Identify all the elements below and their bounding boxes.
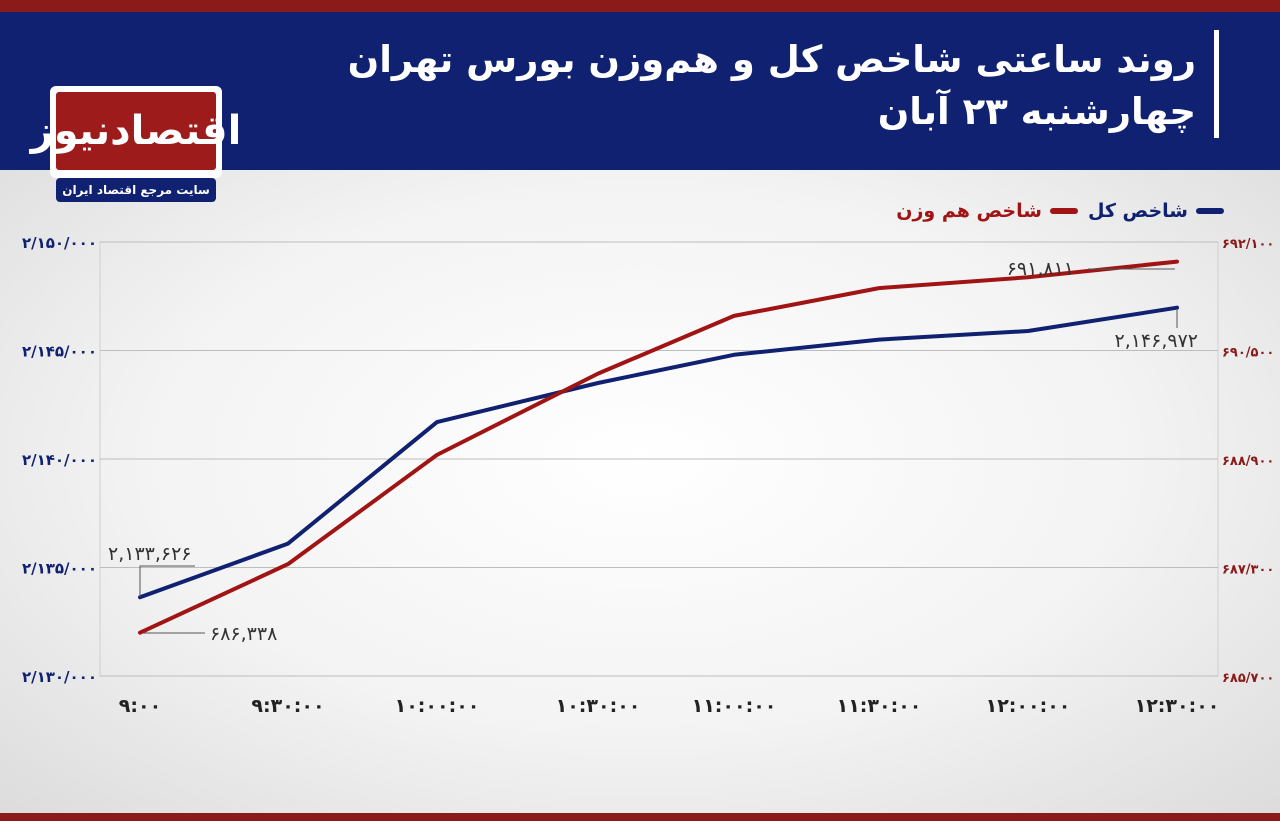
data-label: ۶۹۱,۸۱۱ <box>1007 258 1074 280</box>
annotation-leader <box>139 565 195 597</box>
y-right-tick-label: ۶۸۸/۹۰۰ <box>1222 454 1274 469</box>
legend-label-total: شاخص کل <box>1087 200 1188 222</box>
y-right-tick-label: ۶۸۵/۷۰۰ <box>1222 671 1274 686</box>
series-line-equal-weight <box>138 259 1179 635</box>
y-right-tick-label: ۶۹۰/۵۰۰ <box>1222 346 1274 361</box>
data-label: ۲,۱۳۳,۶۲۶ <box>108 543 192 565</box>
y-left-tick-label: ۲/۱۴۰/۰۰۰ <box>22 451 97 469</box>
x-tick-label: ۱۱:۳۰:۰۰ <box>837 695 922 717</box>
x-tick-label: ۱۰:۰۰:۰۰ <box>395 695 480 717</box>
title-divider <box>1214 30 1219 138</box>
x-tick-label: ۱۰:۳۰:۰۰ <box>556 695 641 717</box>
y-left-tick-label: ۲/۱۳۵/۰۰۰ <box>22 560 97 578</box>
page-title: روند ساعتی شاخص کل و هم‌وزن بورس تهران چ… <box>296 34 1196 138</box>
y-right-tick-label: ۶۹۲/۱۰۰ <box>1222 237 1274 252</box>
y-right-tick-label: ۶۸۷/۳۰۰ <box>1222 563 1274 578</box>
title-line-1: روند ساعتی شاخص کل و هم‌وزن بورس تهران <box>347 38 1196 81</box>
top-accent-stripe <box>0 0 1280 12</box>
data-label: ۶۸۶,۳۳۸ <box>210 623 277 645</box>
logo: اقتصادنیوز <box>31 92 241 170</box>
y-left-tick-label: ۲/۱۵۰/۰۰۰ <box>22 234 97 252</box>
y-left-tick-label: ۲/۱۳۰/۰۰۰ <box>22 668 97 686</box>
x-tick-label: ۹:۰۰ <box>119 695 161 717</box>
legend-item-total: شاخص کل <box>1088 200 1224 222</box>
chart-background <box>0 170 1280 813</box>
x-tick-label: ۱۲:۰۰:۰۰ <box>986 695 1071 717</box>
legend-label-equal-weight: شاخص هم وزن <box>896 200 1042 222</box>
legend-swatch-total <box>1196 208 1224 214</box>
x-tick-label: ۹:۳۰:۰۰ <box>251 695 324 717</box>
y-left-tick-label: ۲/۱۴۵/۰۰۰ <box>22 343 97 361</box>
x-tick-label: ۱۱:۰۰:۰۰ <box>692 695 777 717</box>
legend-swatch-equal-weight <box>1049 208 1078 214</box>
series-line-total <box>138 305 1179 600</box>
chart-legend: شاخص کل شاخص هم وزن <box>896 200 1224 222</box>
data-label: ۲,۱۴۶,۹۷۲ <box>1114 330 1198 352</box>
title-line-2: چهارشنبه ۲۳ آبان <box>877 90 1196 133</box>
bottom-accent-stripe <box>0 813 1280 821</box>
legend-item-equal-weight: شاخص هم وزن <box>896 200 1078 222</box>
logo-tagline: سایت مرجع اقتصاد ایران <box>56 178 216 202</box>
x-tick-label: ۱۲:۳۰:۰۰ <box>1135 695 1220 717</box>
